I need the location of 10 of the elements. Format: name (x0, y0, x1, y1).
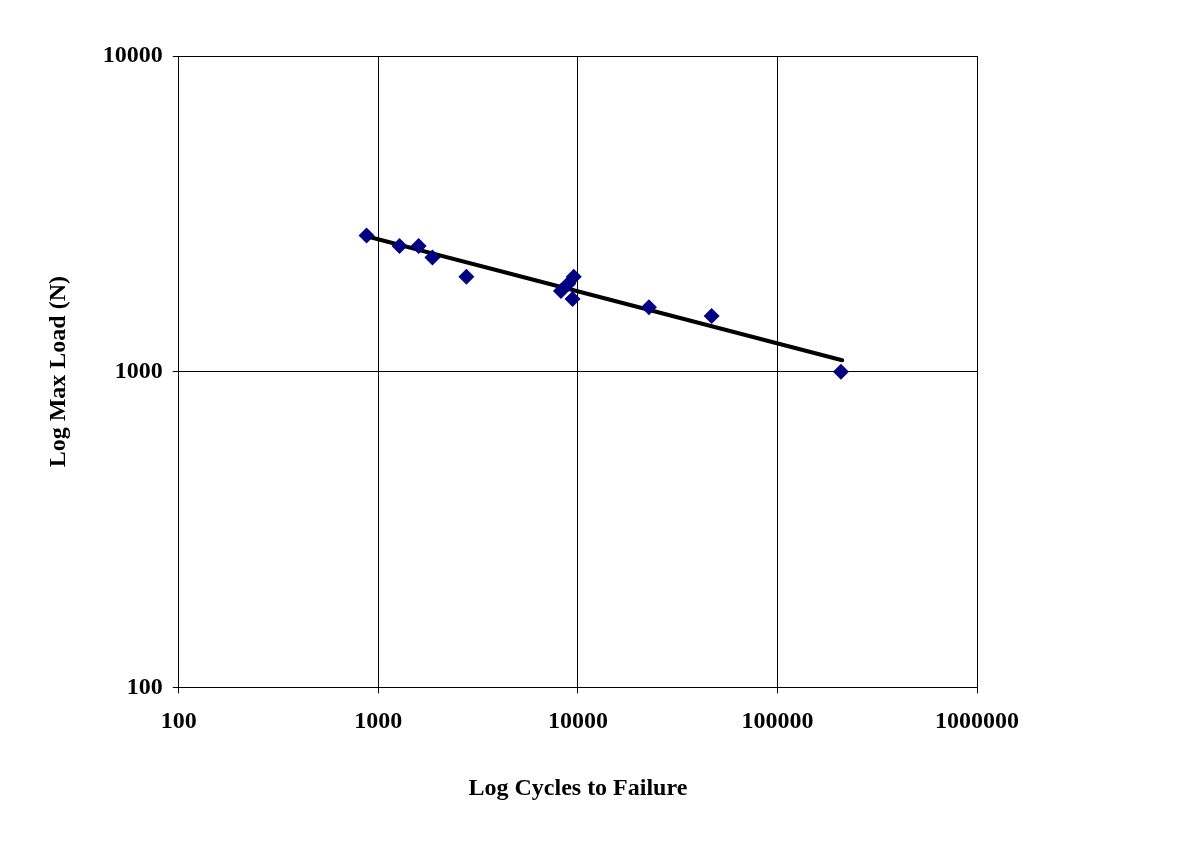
y-axis-title: Log Max Load (N) (43, 276, 70, 468)
y-tick-label: 100 (126, 672, 163, 699)
x-tick-label: 1000000 (935, 707, 1019, 733)
x-axis-title: Log Cycles to Failure (468, 773, 688, 800)
x-tick-label: 1000 (354, 707, 403, 733)
x-tick-label: 100 (160, 707, 197, 733)
x-tick-label: 10000 (547, 707, 608, 733)
y-tick-label: 1000 (114, 356, 163, 383)
y-tick-label: 10000 (102, 41, 163, 68)
x-tick-label: 100000 (741, 707, 814, 733)
